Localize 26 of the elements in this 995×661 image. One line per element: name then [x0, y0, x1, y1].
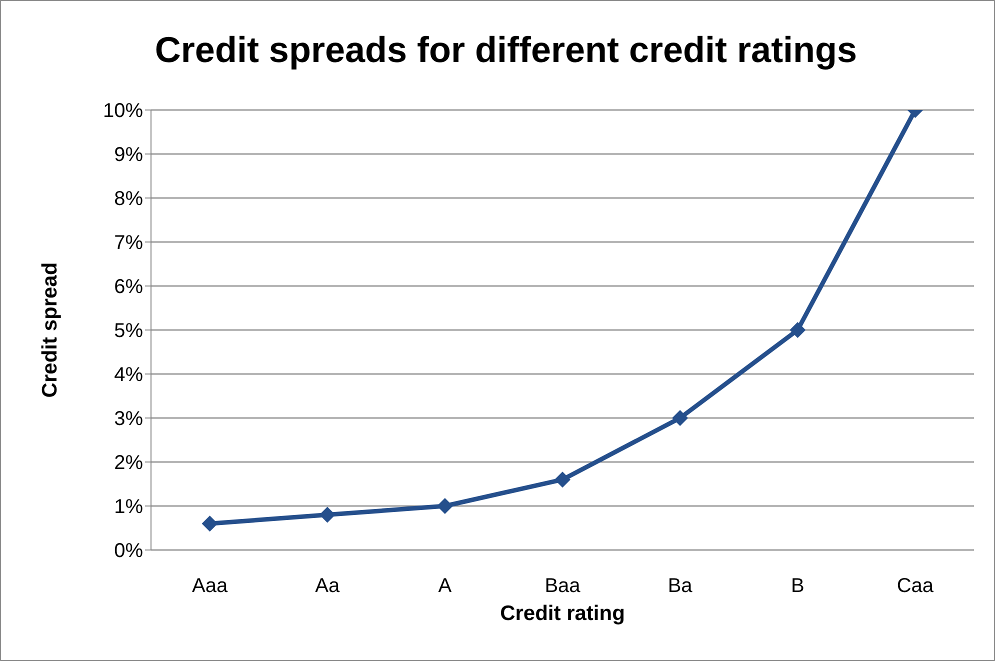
y-tick-label: 8% [114, 188, 144, 210]
x-tick-label: Aaa [192, 575, 228, 598]
point [436, 498, 453, 514]
x-tick-label: Caa [896, 575, 934, 598]
point [672, 410, 688, 426]
y-tick-label: 6% [114, 276, 144, 298]
x-tick-label: Aa [315, 575, 340, 598]
y-tick-label: 0% [114, 540, 144, 562]
y-tick-label: 2% [114, 452, 144, 474]
x-axis-title: Credit rating [500, 602, 625, 625]
y-tick-label: 9% [114, 144, 144, 166]
point [554, 472, 570, 488]
y-tick-label: 1% [114, 496, 144, 518]
x-tick-label: Ba [668, 575, 694, 598]
y-tick-label: 3% [114, 408, 144, 430]
x-tick-label: Baa [544, 575, 582, 598]
chart-title: Credit spreads for different credit ratings [154, 29, 858, 71]
y-tick-label: 7% [114, 232, 144, 254]
y-tick-label: 5% [114, 320, 144, 342]
point [202, 516, 218, 532]
y-tick-label: 4% [114, 364, 144, 386]
y-tick-label: 10% [102, 100, 144, 122]
x-tick-label: A [438, 575, 452, 598]
x-tick-label: B [790, 575, 804, 598]
point [319, 506, 336, 523]
y-axis-title: Credit spread [38, 262, 62, 398]
